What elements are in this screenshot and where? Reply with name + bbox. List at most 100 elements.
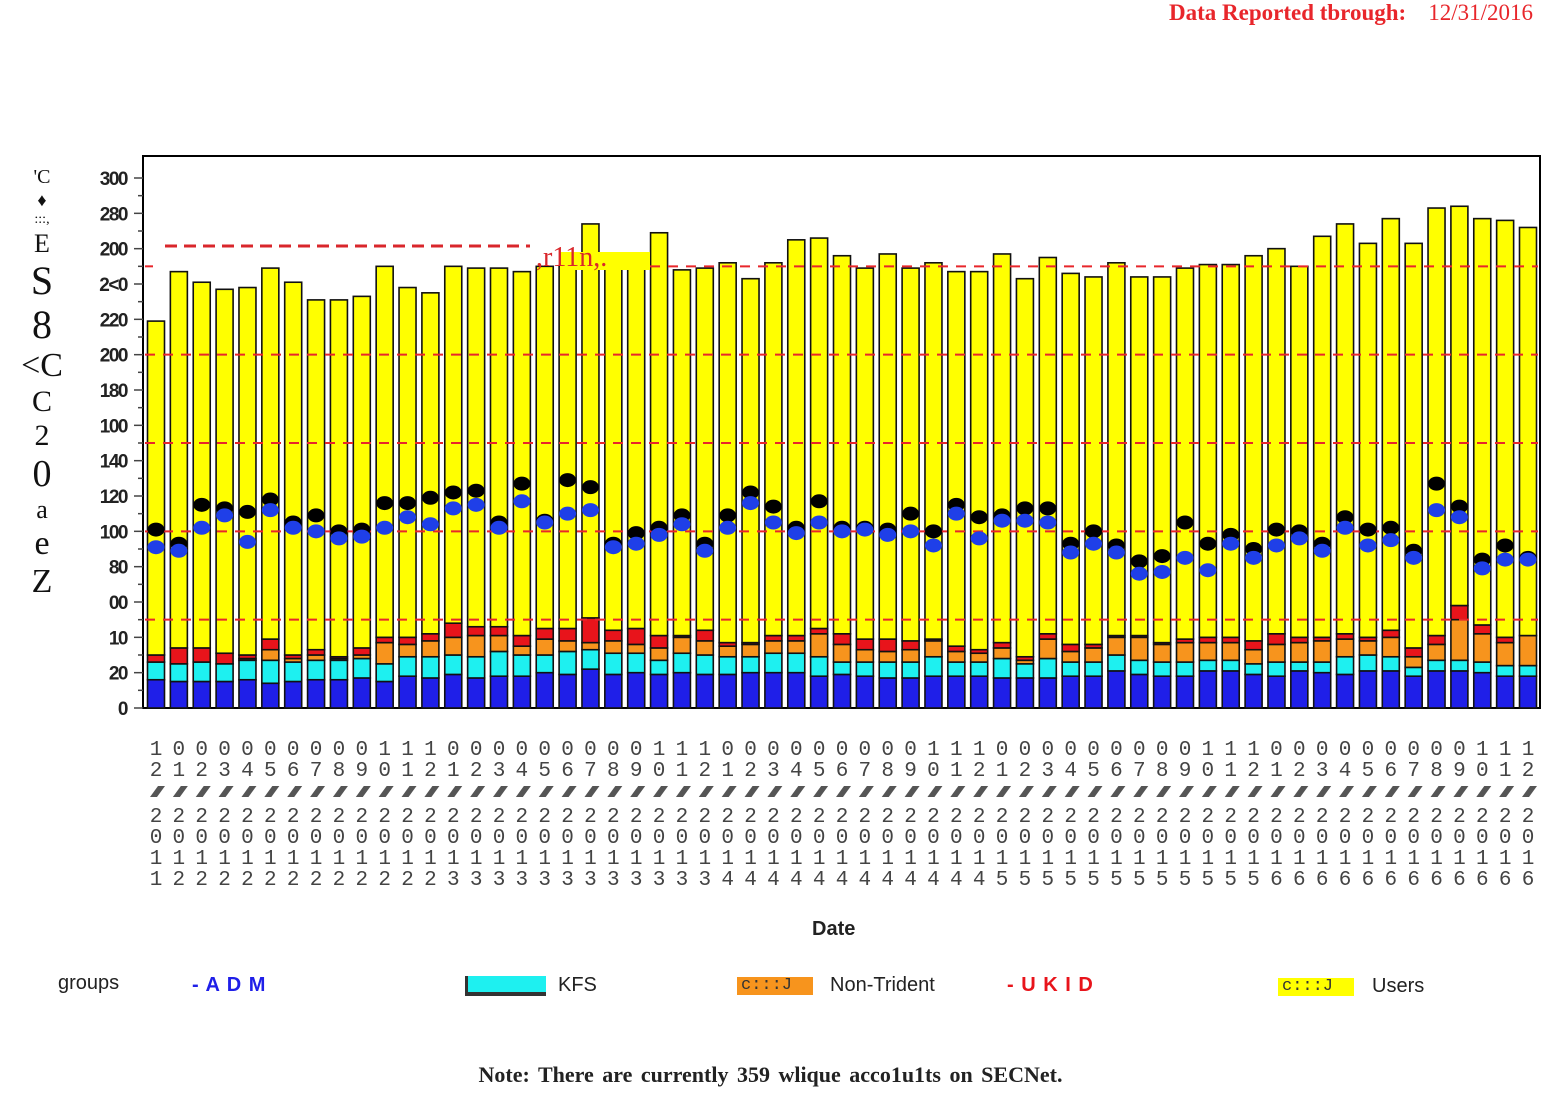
x-label-char: 4	[721, 869, 734, 892]
x-label-char: 0	[950, 827, 963, 850]
x-label-char: 0	[1476, 827, 1489, 850]
x-label-char: 0	[1407, 739, 1420, 762]
x-label-char: 0	[996, 827, 1009, 850]
bar-segment-adm	[672, 671, 692, 709]
bar-segment-kfs	[421, 655, 440, 679]
x-label-char: 1	[150, 739, 163, 762]
x-label-char: 5	[1247, 869, 1260, 892]
x-label-char: 1	[607, 848, 620, 871]
x-label-char: 0	[1430, 739, 1443, 762]
x-label-char: 0	[1293, 827, 1306, 850]
x-label-char: 0	[516, 827, 529, 850]
x-label-char: 2	[1339, 806, 1352, 829]
bar-segment-non-trident	[1267, 643, 1286, 663]
bar-segment-kfs	[1107, 654, 1126, 672]
blue-marker	[399, 510, 417, 525]
bar-segment-users	[764, 261, 783, 637]
bar-segment-adm	[741, 671, 760, 709]
x-label-char: 1	[401, 760, 414, 783]
black-marker	[1039, 501, 1057, 516]
x-label-char: 1	[881, 848, 894, 871]
y-tick-label: 280	[100, 204, 128, 225]
bar-segment-users	[992, 253, 1012, 644]
y-tick-label: 120	[100, 487, 128, 508]
x-label-char: 2	[264, 869, 277, 892]
x-label-char: 7	[1133, 760, 1146, 783]
black-marker	[261, 492, 279, 507]
x-label-char: 0	[721, 827, 734, 850]
x-label-char: 2	[150, 806, 163, 829]
x-label-char: 0	[1316, 827, 1329, 850]
blue-marker	[1062, 545, 1080, 560]
bar-segment-non-trident	[535, 638, 555, 656]
bar-segment-ukid	[1061, 643, 1080, 653]
x-label-char: 2	[470, 760, 483, 783]
x-label-char: 2	[355, 869, 368, 892]
bar-segment-non-trident	[1358, 640, 1378, 656]
x-label-char: 2	[1202, 806, 1215, 829]
x-label-char: 4	[836, 869, 849, 892]
blue-marker	[284, 520, 302, 535]
bar-segment-kfs	[1404, 666, 1423, 677]
bar-segment-kfs	[1450, 659, 1469, 672]
x-label-char: 1	[1224, 848, 1237, 871]
x-label-slash	[1270, 786, 1286, 797]
black-marker	[1130, 554, 1148, 569]
blue-marker	[1450, 510, 1468, 525]
x-label-char: 1	[1224, 760, 1237, 783]
bar-segment-users	[672, 269, 692, 637]
x-label-char: 0	[173, 827, 186, 850]
black-marker	[1428, 476, 1446, 491]
x-label-char: 0	[1224, 827, 1237, 850]
x-label-char: 3	[607, 869, 620, 892]
x-label-char: 0	[1453, 739, 1466, 762]
y-tick-label: 2<0	[99, 275, 128, 296]
blue-marker	[330, 531, 348, 546]
x-label-char: 2	[1293, 760, 1306, 783]
x-label-char: 2	[927, 806, 940, 829]
bar-segment-non-trident	[1450, 618, 1469, 662]
black-marker	[902, 506, 920, 521]
x-label-char: 2	[355, 806, 368, 829]
x-label-char: 1	[333, 848, 346, 871]
x-label-char: 0	[355, 827, 368, 850]
x-label-char: 1	[150, 869, 163, 892]
x-label-char: 4	[881, 869, 894, 892]
x-label-char: 1	[973, 739, 986, 762]
x-label-char: 2	[973, 760, 986, 783]
bar-segment-users	[1107, 261, 1126, 637]
y-tick-label: 200	[100, 240, 128, 261]
bar-segment-adm	[1495, 675, 1515, 709]
bar-segment-non-trident	[604, 640, 623, 655]
x-label-slash	[927, 786, 943, 797]
bar-segment-ukid	[1472, 624, 1492, 635]
bar-segment-non-trident	[809, 632, 829, 658]
x-label-char: 2	[424, 760, 437, 783]
x-label-char: 0	[767, 739, 780, 762]
data-reported-header: Data Reported tbrough: 12/31/2016	[1169, 0, 1533, 26]
x-label-char: 0	[1019, 827, 1032, 850]
x-label-char: 1	[355, 848, 368, 871]
x-label-char: 6	[1362, 869, 1375, 892]
bar-segment-users	[1381, 217, 1401, 632]
x-label-slash	[1041, 786, 1057, 797]
bar-segment-kfs	[1198, 659, 1218, 672]
bar-segment-ukid	[466, 625, 486, 637]
x-label-char: 2	[470, 806, 483, 829]
x-label-char: 0	[813, 827, 826, 850]
x-label-char: 2	[264, 806, 277, 829]
x-label-char: 0	[859, 739, 872, 762]
blue-marker	[1382, 533, 1400, 548]
bar-segment-ukid	[489, 625, 509, 637]
x-label-char: 2	[584, 806, 597, 829]
bar-segment-users	[901, 267, 920, 642]
